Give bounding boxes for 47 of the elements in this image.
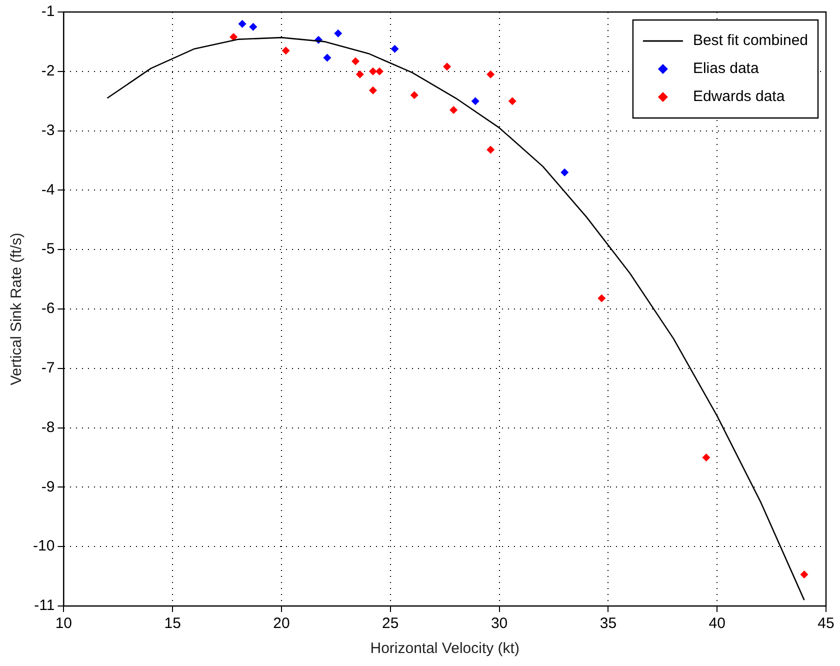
point [486, 146, 495, 154]
y-tick-label: -9 [41, 478, 55, 496]
point [390, 44, 399, 53]
point [238, 20, 246, 28]
point [800, 570, 808, 579]
point [471, 97, 480, 106]
y-axis-title: Vertical Sink Rate (ft/s) [8, 232, 26, 386]
point [508, 97, 516, 106]
point [368, 86, 377, 94]
x-axis-title: Horizontal Velocity (kt) [370, 640, 520, 658]
point [230, 32, 238, 41]
y-tick-label: -11 [34, 597, 55, 614]
x-tick-label: 30 [490, 615, 508, 632]
point [249, 22, 258, 31]
point [443, 62, 452, 71]
x-tick-label: 25 [382, 615, 399, 632]
y-tick-label: -7 [41, 360, 55, 377]
point [352, 57, 360, 66]
y-tick-label: -8 [41, 418, 55, 436]
legend-label: Best fit combined [692, 32, 808, 50]
legend-label: Edwards data [692, 88, 786, 106]
point [376, 67, 384, 76]
y-tick-label: -1 [41, 3, 55, 20]
point [702, 454, 710, 462]
legend-label: Elias data [692, 60, 760, 78]
point [282, 46, 290, 55]
point [560, 168, 569, 176]
point [356, 70, 364, 78]
point [598, 294, 606, 302]
y-tick-label: -6 [41, 300, 55, 318]
point [410, 91, 418, 100]
point [486, 70, 495, 78]
x-tick-label: 45 [818, 615, 834, 632]
point [323, 54, 332, 62]
x-tick-label: 35 [600, 615, 617, 632]
x-tick-label: 40 [708, 615, 726, 632]
point [334, 29, 342, 38]
x-tick-label: 10 [55, 615, 72, 632]
x-tick-label: 20 [273, 615, 290, 632]
y-tick-label: -10 [32, 538, 55, 555]
y-tick-label: -5 [41, 240, 55, 258]
y-tick-label: -4 [41, 181, 55, 198]
point [450, 106, 458, 114]
point [368, 67, 377, 76]
y-tick-label: -2 [41, 62, 55, 80]
y-tick-label: -3 [41, 122, 55, 139]
x-tick-label: 15 [164, 615, 181, 632]
